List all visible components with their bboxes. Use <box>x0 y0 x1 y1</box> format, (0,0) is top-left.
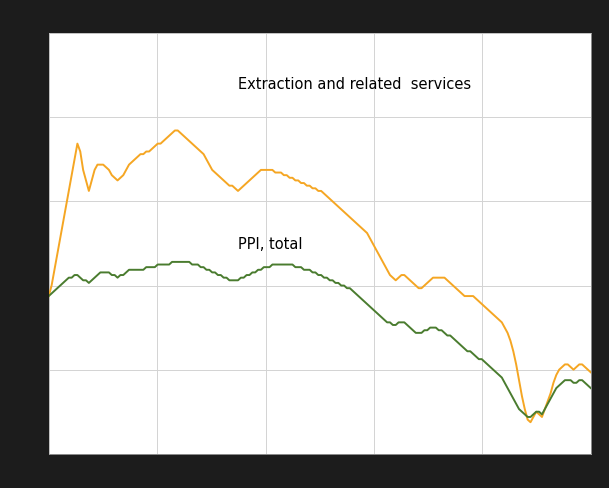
Text: Extraction and related  services: Extraction and related services <box>238 77 471 92</box>
Text: PPI, total: PPI, total <box>238 237 303 251</box>
